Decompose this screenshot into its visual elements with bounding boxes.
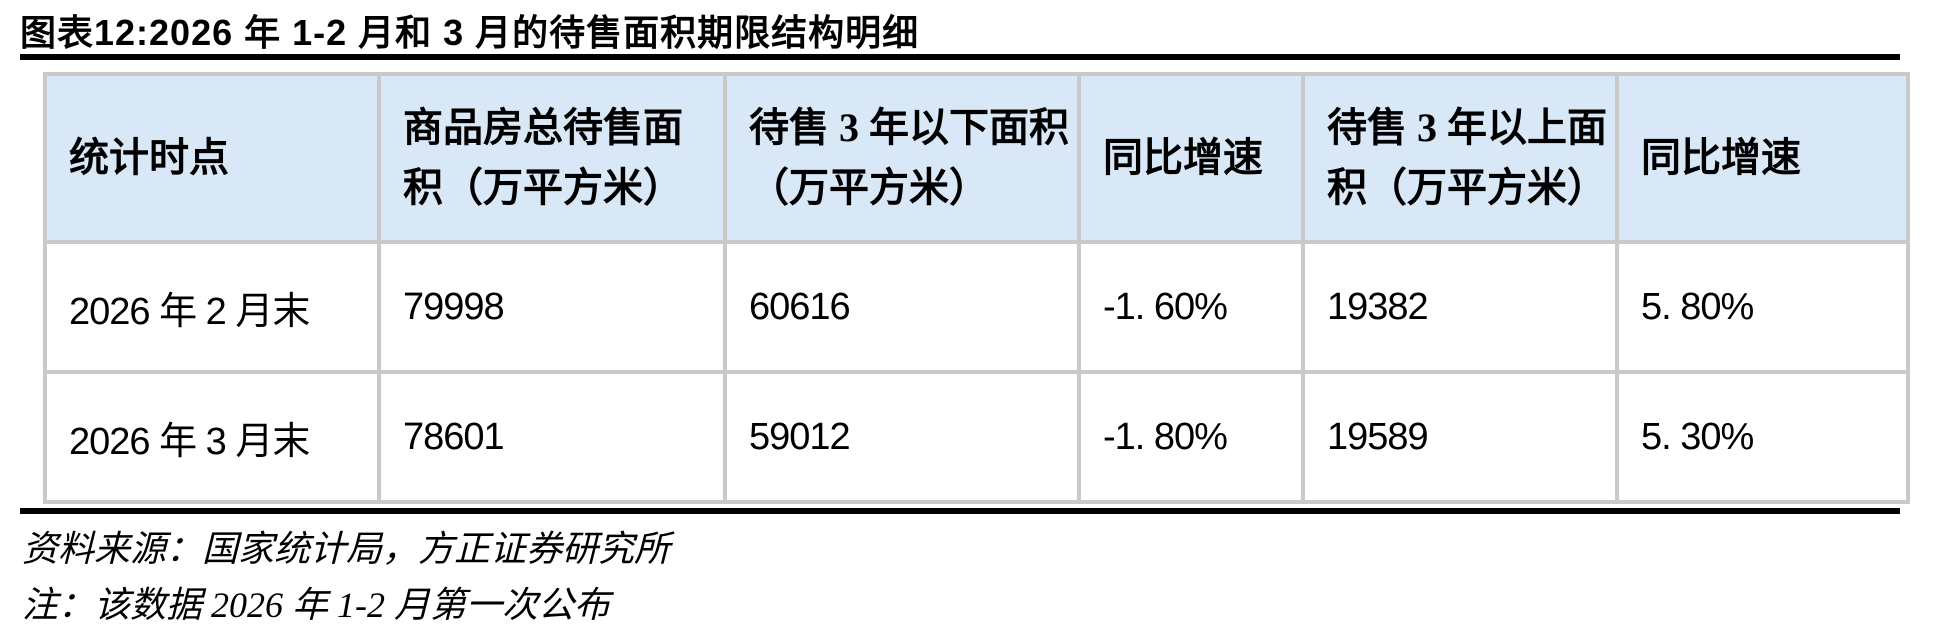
col-header-over-3y-area: 待售 3 年以上面积（万平方米） [1301, 72, 1619, 244]
source-note: 资料来源：国家统计局，方正证券研究所 [22, 529, 671, 569]
cell-total-area: 79998 [377, 240, 727, 374]
figure-title: 图表12:2026 年 1-2 月和 3 月的待售面积期限结构明细 [20, 12, 920, 53]
cell-yoy-over-3y: 5. 80% [1615, 240, 1910, 374]
title-rule [20, 54, 1900, 60]
table-row-mar-2026: 2026 年 3 月末 78601 59012 -1. 80% 19589 5.… [43, 370, 1910, 504]
col-header-yoy-growth-under-3y: 同比增速 [1077, 72, 1305, 244]
inventory-term-structure-table: 统计时点 商品房总待售面积（万平方米） 待售 3 年以下面积（万平方米） 同比增… [43, 72, 1910, 504]
table-bottom-rule [20, 508, 1900, 514]
footnote: 注：该数据 2026 年 1-2 月第一次公布 [22, 585, 610, 625]
cell-yoy-over-3y: 5. 30% [1615, 370, 1910, 504]
cell-under-3y-area: 59012 [723, 370, 1081, 504]
cell-date: 2026 年 2 月末 [43, 240, 381, 374]
col-header-under-3y-area: 待售 3 年以下面积（万平方米） [723, 72, 1081, 244]
cell-yoy-under-3y: -1. 80% [1077, 370, 1305, 504]
cell-over-3y-area: 19589 [1301, 370, 1619, 504]
cell-yoy-under-3y: -1. 60% [1077, 240, 1305, 374]
col-header-statistic-time: 统计时点 [43, 72, 381, 244]
col-header-total-unsold-area: 商品房总待售面积（万平方米） [377, 72, 727, 244]
cell-under-3y-area: 60616 [723, 240, 1081, 374]
cell-date: 2026 年 3 月末 [43, 370, 381, 504]
table-header-row: 统计时点 商品房总待售面积（万平方米） 待售 3 年以下面积（万平方米） 同比增… [43, 72, 1910, 244]
table-row-feb-2026: 2026 年 2 月末 79998 60616 -1. 60% 19382 5.… [43, 240, 1910, 374]
cell-total-area: 78601 [377, 370, 727, 504]
col-header-yoy-growth-over-3y: 同比增速 [1615, 72, 1910, 244]
cell-over-3y-area: 19382 [1301, 240, 1619, 374]
